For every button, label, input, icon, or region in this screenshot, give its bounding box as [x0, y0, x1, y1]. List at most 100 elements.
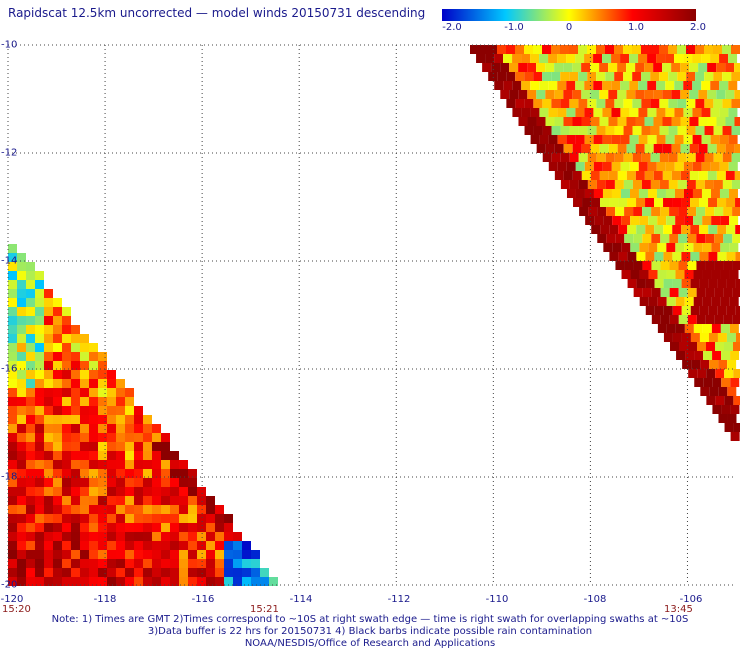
colorbar-label-m2: -2.0 [442, 22, 462, 33]
wind-cell [693, 324, 703, 333]
wind-cell [698, 117, 708, 126]
wind-cell [521, 108, 531, 117]
wind-cell [242, 550, 251, 559]
wind-cell [704, 99, 714, 108]
wind-cell [8, 289, 17, 298]
wind-cell [692, 189, 702, 198]
wind-cell [566, 162, 576, 171]
wind-cell [71, 388, 80, 397]
wind-cell [215, 550, 224, 559]
wind-cell [17, 361, 26, 370]
wind-cell [687, 234, 697, 243]
wind-cell [620, 81, 630, 90]
wind-cell [656, 162, 666, 171]
wind-cell [134, 523, 143, 532]
wind-cell [615, 261, 625, 270]
wind-cell [624, 234, 634, 243]
wind-cell [660, 234, 670, 243]
wind-cell [690, 306, 700, 315]
wind-cell [686, 45, 695, 54]
wind-cell [26, 343, 35, 352]
wind-cell [107, 406, 116, 415]
wind-cell [584, 54, 594, 63]
wind-cell [659, 126, 669, 135]
wind-cell [644, 63, 654, 72]
wind-cell [671, 144, 681, 153]
wind-cell [621, 243, 631, 252]
wind-cell [224, 523, 233, 532]
wind-cell [545, 63, 555, 72]
wind-cell [551, 99, 561, 108]
wind-cell [215, 505, 224, 514]
wind-cell [689, 63, 699, 72]
wind-cell [62, 451, 71, 460]
wind-cell [665, 189, 675, 198]
wind-cell [593, 108, 603, 117]
wind-cell [497, 72, 507, 81]
wind-cell [593, 135, 603, 144]
wind-cell [98, 577, 107, 586]
wind-cell [725, 117, 735, 126]
wind-cell [581, 63, 591, 72]
wind-cell [624, 261, 634, 270]
wind-cell [44, 451, 53, 460]
wind-cell [623, 72, 633, 81]
wind-cell [688, 342, 698, 351]
wind-cell [80, 541, 89, 550]
wind-cell [98, 469, 107, 478]
wind-cell [179, 478, 188, 487]
wind-cell [705, 288, 715, 297]
wind-cell [53, 361, 62, 370]
wind-cell [44, 298, 53, 307]
wind-cell [116, 469, 125, 478]
wind-cell [641, 153, 651, 162]
wind-cell [650, 180, 660, 189]
wind-cell [512, 81, 522, 90]
wind-cell [536, 144, 546, 153]
wind-cell [143, 487, 152, 496]
wind-cell [705, 234, 715, 243]
wind-cell [713, 72, 723, 81]
wind-cell [26, 451, 35, 460]
wind-cell [530, 135, 540, 144]
wind-cell [152, 487, 161, 496]
wind-cell [645, 225, 655, 234]
wind-cell [681, 198, 691, 207]
wind-cell [53, 325, 62, 334]
wind-cell [80, 514, 89, 523]
wind-cell [509, 63, 519, 72]
wind-cell [89, 361, 98, 370]
wind-cell [674, 135, 684, 144]
wind-cell [62, 415, 71, 424]
wind-cell [672, 198, 682, 207]
wind-cell [623, 153, 633, 162]
wind-cell [98, 451, 107, 460]
wind-cell [557, 81, 567, 90]
wind-cell [143, 424, 152, 433]
wind-cell [726, 252, 736, 261]
wind-cell [197, 550, 206, 559]
wind-cell [170, 478, 179, 487]
wind-cell [614, 72, 624, 81]
wind-cell [648, 270, 658, 279]
wind-cell [656, 54, 666, 63]
wind-cell [644, 90, 654, 99]
wind-cell [626, 171, 636, 180]
wind-cell [518, 117, 528, 126]
wind-cell [692, 135, 702, 144]
wind-cell [732, 234, 740, 243]
wind-cell [125, 532, 134, 541]
wind-cell [692, 108, 702, 117]
wind-cell [578, 126, 588, 135]
wind-cell [71, 361, 80, 370]
wind-cell [728, 54, 738, 63]
wind-cell [722, 180, 732, 189]
wind-cell [125, 388, 134, 397]
wind-cell [671, 117, 681, 126]
wind-cell [71, 334, 80, 343]
wind-cell [125, 451, 134, 460]
wind-cell [723, 207, 733, 216]
wind-cell [587, 72, 597, 81]
wind-cell [590, 144, 600, 153]
wind-cell [170, 460, 179, 469]
